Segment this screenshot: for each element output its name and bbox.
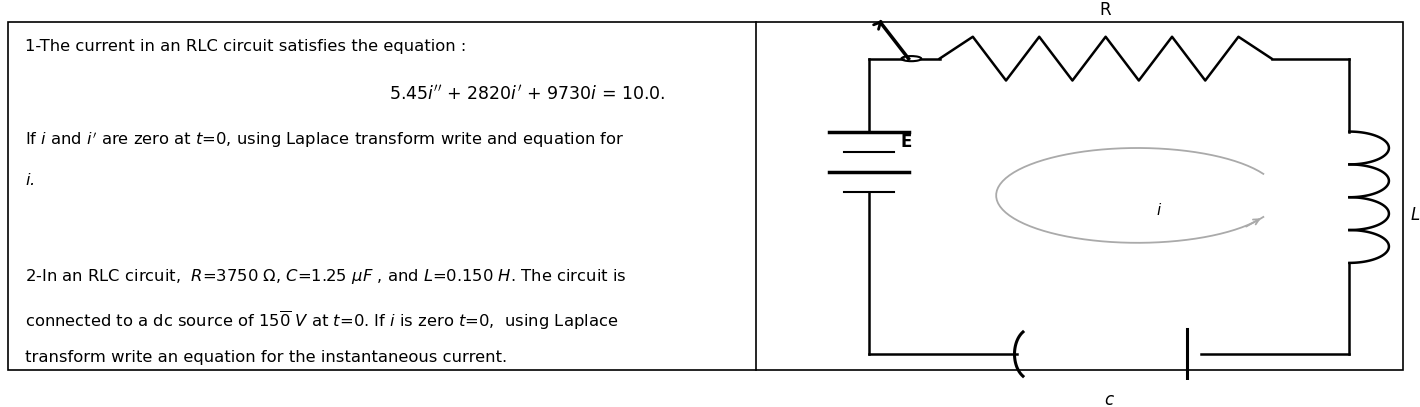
Text: E: E [900, 133, 912, 151]
Text: 5.45$i''$ + 2820$i'$ + 9730$i$ = 10.0.: 5.45$i''$ + 2820$i'$ + 9730$i$ = 10.0. [389, 84, 665, 103]
Text: c: c [1105, 391, 1113, 407]
Text: connected to a dc source of 15$\overline{0}$ $V$ at $t$=0. If $i$ is zero $t$=0,: connected to a dc source of 15$\overline… [26, 309, 619, 332]
Text: 2-In an RLC circuit,  $R$=3750 $\Omega$, $C$=1.25 $\mu$$F$ , and $L$=0.150 $H$. : 2-In an RLC circuit, $R$=3750 $\Omega$, … [26, 267, 628, 286]
Text: $i$: $i$ [1156, 202, 1162, 218]
Text: transform write an equation for the instantaneous current.: transform write an equation for the inst… [26, 350, 507, 365]
Text: 1-The current in an RLC circuit satisfies the equation :: 1-The current in an RLC circuit satisfie… [26, 39, 467, 54]
Text: L: L [1410, 206, 1420, 225]
Text: $i$.: $i$. [26, 172, 36, 188]
Text: If $i$ and $i'$ are zero at $t$=0, using Laplace transform write and equation fo: If $i$ and $i'$ are zero at $t$=0, using… [26, 130, 625, 150]
Text: R: R [1100, 0, 1112, 18]
